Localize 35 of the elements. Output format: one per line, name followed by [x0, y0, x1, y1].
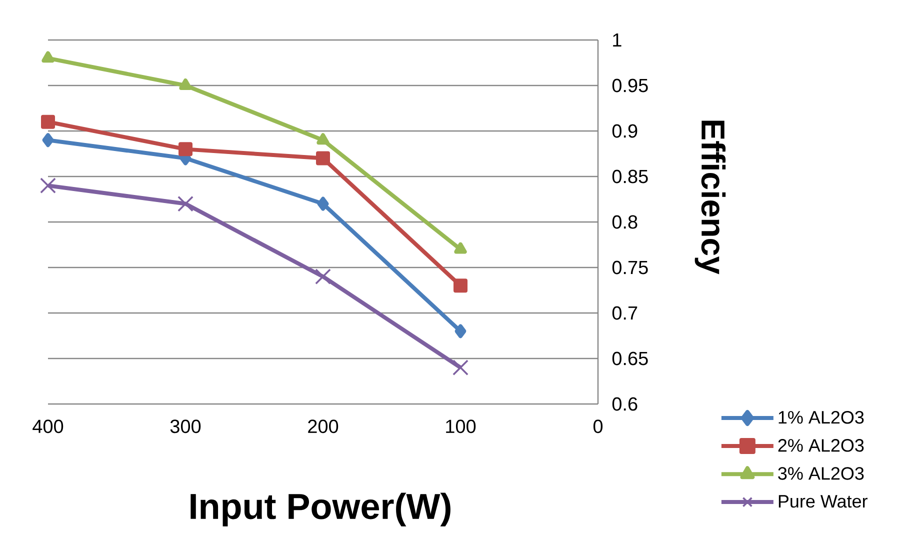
y-axis-title: Efficiency [694, 120, 726, 274]
point [178, 142, 192, 156]
point [42, 51, 54, 63]
legend-label: 3% AL2O3 [778, 467, 864, 480]
legend-label: Pure Water [778, 495, 868, 508]
y-tick-label: 0.95 [612, 78, 648, 92]
y-tick-label: 0.8 [612, 215, 638, 229]
point [41, 114, 55, 129]
point [42, 133, 54, 148]
legend-label: 1% AL2O3 [778, 410, 864, 424]
point [316, 151, 330, 166]
point [316, 133, 330, 145]
y-tick-label: 0.7 [612, 306, 638, 320]
legend-label: 2% AL2O3 [778, 439, 864, 452]
x-tick-label: 200 [308, 420, 338, 434]
y-tick-label: 0.85 [612, 170, 648, 184]
point [453, 278, 468, 293]
point [178, 196, 194, 212]
y-tick-label: 0.9 [612, 124, 638, 138]
x-tick-label: 0 [593, 420, 603, 434]
point [315, 268, 331, 285]
point [452, 360, 468, 376]
point [317, 196, 329, 211]
x-axis-title: Input Power(W) [190, 492, 450, 526]
y-tick-label: 0.75 [612, 260, 648, 274]
point [454, 242, 467, 254]
point [179, 78, 192, 90]
y-tick-label: 1 [613, 33, 622, 47]
y-tick-label: 0.6 [612, 397, 638, 411]
x-tick-label: 100 [446, 420, 476, 434]
x-tick-label: 400 [32, 420, 64, 434]
x-tick-label: 300 [170, 420, 201, 434]
point [454, 324, 466, 338]
y-tick-label: 0.65 [612, 352, 648, 366]
point [40, 178, 56, 194]
